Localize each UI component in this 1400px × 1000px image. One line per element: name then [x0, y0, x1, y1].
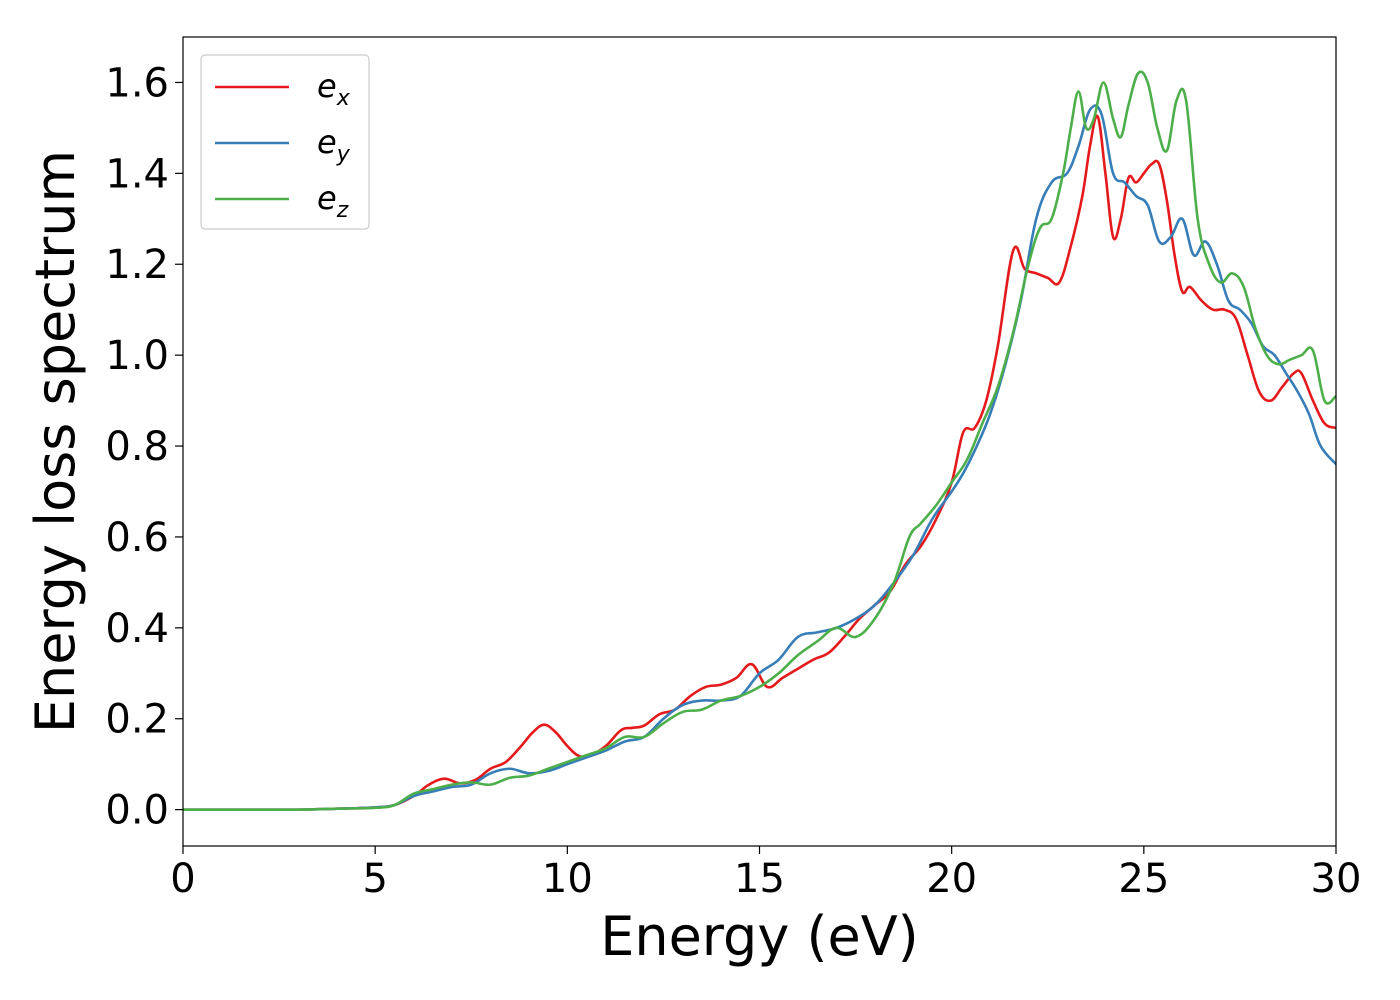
x-tick-label: 25	[1118, 856, 1169, 902]
x-axis-ticks: 0 5 10 15 20 25 30	[170, 846, 1361, 902]
y-tick-label: 1.6	[105, 60, 169, 106]
y-axis-ticks: 0.0 0.2 0.4 0.6 0.8 1.0 1.2 1.4 1.6	[105, 60, 183, 834]
y-tick-label: 0.8	[105, 424, 169, 470]
x-tick-label: 30	[1311, 856, 1362, 902]
series-line-ey	[183, 104, 1336, 812]
x-tick-label: 0	[170, 856, 195, 902]
series-line-ex	[183, 114, 1336, 812]
x-tick-label: 15	[734, 856, 785, 902]
y-axis-label: Energy loss spectrum	[24, 150, 87, 733]
x-tick-label: 5	[362, 856, 387, 902]
series-line-ez	[183, 70, 1336, 812]
plot-area	[183, 70, 1336, 812]
y-tick-label: 0.0	[105, 788, 169, 834]
y-tick-label: 0.4	[105, 606, 169, 652]
y-tick-label: 0.2	[105, 697, 169, 743]
axes-frame	[182, 36, 1337, 847]
y-tick-label: 0.6	[105, 515, 169, 561]
x-tick-label: 10	[542, 856, 593, 902]
x-tick-label: 20	[926, 856, 977, 902]
x-axis-label: Energy (eV)	[600, 905, 919, 968]
y-tick-label: 1.4	[105, 151, 169, 197]
y-tick-label: 1.2	[105, 242, 169, 288]
y-tick-label: 1.0	[105, 333, 169, 379]
